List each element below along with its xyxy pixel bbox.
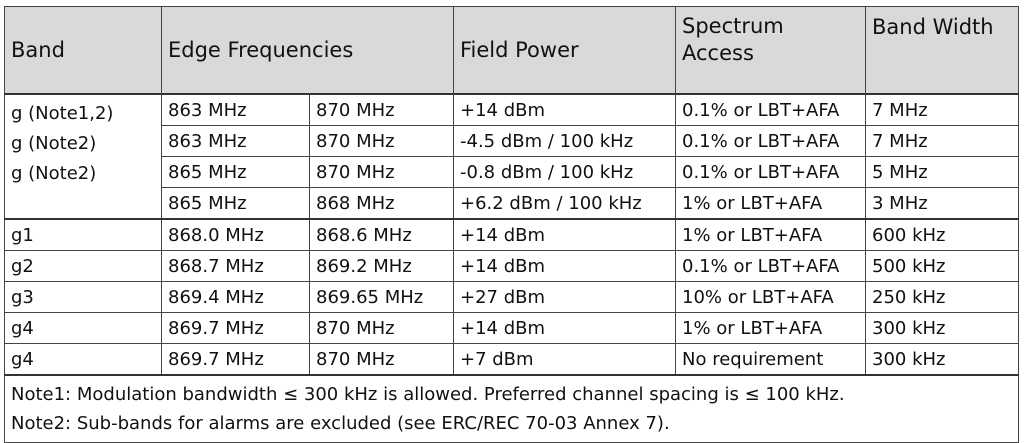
field-power-cell: +14 dBm	[453, 93, 676, 126]
band-width-cell: 600 kHz	[865, 218, 1019, 251]
edge-low-cell: 868.0 MHz	[161, 218, 310, 251]
band-cell: g4	[4, 312, 162, 344]
table-row: g4 869.7 MHz 870 MHz +14 dBm 1% or LBT+A…	[4, 312, 1019, 344]
edge-high-cell: 868 MHz	[309, 187, 454, 220]
edge-high-cell: 869.2 MHz	[309, 250, 454, 282]
band-label: g (Note2)	[11, 163, 97, 184]
edge-low-cell: 868.7 MHz	[161, 250, 310, 282]
notes-row: Note1: Modulation bandwidth ≤ 300 kHz is…	[4, 374, 1019, 443]
header-spectrum-access: Spectrum Access	[675, 6, 866, 95]
edge-high-cell: 870 MHz	[309, 93, 454, 126]
table-row: g4 869.7 MHz 870 MHz +7 dBm No requireme…	[4, 343, 1019, 376]
band-cell: g2	[4, 250, 162, 282]
band-width-cell: 300 kHz	[865, 343, 1019, 376]
edge-high-cell: 870 MHz	[309, 343, 454, 376]
edge-low-cell: 863 MHz	[161, 93, 310, 126]
header-band: Band	[4, 6, 162, 95]
edge-high-cell: 870 MHz	[309, 156, 454, 188]
field-power-cell: -0.8 dBm / 100 kHz	[453, 156, 676, 188]
field-power-cell: +14 dBm	[453, 250, 676, 282]
spectrum-access-cell: 0.1% or LBT+AFA	[675, 93, 866, 126]
edge-high-cell: 869.65 MHz	[309, 281, 454, 313]
band-cell: g4	[4, 343, 162, 376]
edge-low-cell: 869.7 MHz	[161, 343, 310, 376]
band-table-container: Band Edge Frequencies Field Power Spectr…	[4, 6, 1019, 443]
field-power-cell: -4.5 dBm / 100 kHz	[453, 125, 676, 157]
field-power-cell: +27 dBm	[453, 281, 676, 313]
band-width-cell: 300 kHz	[865, 312, 1019, 344]
edge-low-cell: 863 MHz	[161, 125, 310, 157]
band-cell: g1	[4, 218, 162, 251]
spectrum-access-cell: 1% or LBT+AFA	[675, 312, 866, 344]
spectrum-access-cell: 0.1% or LBT+AFA	[675, 250, 866, 282]
header-row: Band Edge Frequencies Field Power Spectr…	[4, 6, 1019, 95]
edge-low-cell: 869.4 MHz	[161, 281, 310, 313]
edge-high-cell: 868.6 MHz	[309, 218, 454, 251]
note-2: Note2: Sub-bands for alarms are excluded…	[11, 413, 670, 434]
header-field-power: Field Power	[453, 6, 676, 95]
header-spectrum-access-line1: Spectrum	[682, 14, 784, 38]
edge-high-cell: 870 MHz	[309, 312, 454, 344]
header-spectrum-access-line2: Access	[682, 41, 754, 65]
field-power-cell: +14 dBm	[453, 218, 676, 251]
band-cell: g3	[4, 281, 162, 313]
band-width-cell: 250 kHz	[865, 281, 1019, 313]
table-row: 865 MHz 868 MHz +6.2 dBm / 100 kHz 1% or…	[5, 187, 1019, 220]
band-width-cell: 3 MHz	[865, 187, 1019, 220]
band-width-cell: 7 MHz	[865, 125, 1019, 157]
table-row: 863 MHz 870 MHz -4.5 dBm / 100 kHz 0.1% …	[5, 125, 1019, 157]
band-cell-g-group: g (Note1,2) g (Note2) g (Note2)	[4, 93, 162, 220]
header-edge-frequencies: Edge Frequencies	[161, 6, 454, 95]
edge-low-cell: 865 MHz	[161, 187, 310, 220]
notes-cell: Note1: Modulation bandwidth ≤ 300 kHz is…	[4, 374, 1019, 443]
table-row: g (Note1,2) g (Note2) g (Note2) 863 MHz …	[4, 93, 1019, 220]
spectrum-access-cell: No requirement	[675, 343, 866, 376]
header-band-width: Band Width	[865, 6, 1019, 95]
band-width-cell: 7 MHz	[865, 93, 1019, 126]
spectrum-access-cell: 0.1% or LBT+AFA	[675, 125, 866, 157]
edge-low-cell: 869.7 MHz	[161, 312, 310, 344]
band-width-cell: 500 kHz	[865, 250, 1019, 282]
table-row: g1 868.0 MHz 868.6 MHz +14 dBm 1% or LBT…	[4, 218, 1019, 251]
note-1: Note1: Modulation bandwidth ≤ 300 kHz is…	[11, 384, 845, 405]
field-power-cell: +14 dBm	[453, 312, 676, 344]
table-row: g2 868.7 MHz 869.2 MHz +14 dBm 0.1% or L…	[4, 250, 1019, 282]
field-power-cell: +7 dBm	[453, 343, 676, 376]
band-table: Band Edge Frequencies Field Power Spectr…	[4, 6, 1019, 443]
spectrum-access-cell: 1% or LBT+AFA	[675, 218, 866, 251]
edge-low-cell: 865 MHz	[161, 156, 310, 188]
field-power-cell: +6.2 dBm / 100 kHz	[453, 187, 676, 220]
band-width-cell: 5 MHz	[865, 156, 1019, 188]
spectrum-access-cell: 0.1% or LBT+AFA	[675, 156, 866, 188]
band-label: g (Note1,2)	[11, 103, 114, 124]
band-label: g (Note2)	[11, 133, 97, 154]
table-row: g3 869.4 MHz 869.65 MHz +27 dBm 10% or L…	[4, 281, 1019, 313]
table-row: 865 MHz 870 MHz -0.8 dBm / 100 kHz 0.1% …	[5, 156, 1019, 188]
spectrum-access-cell: 10% or LBT+AFA	[675, 281, 866, 313]
spectrum-access-cell: 1% or LBT+AFA	[675, 187, 866, 220]
edge-high-cell: 870 MHz	[309, 125, 454, 157]
